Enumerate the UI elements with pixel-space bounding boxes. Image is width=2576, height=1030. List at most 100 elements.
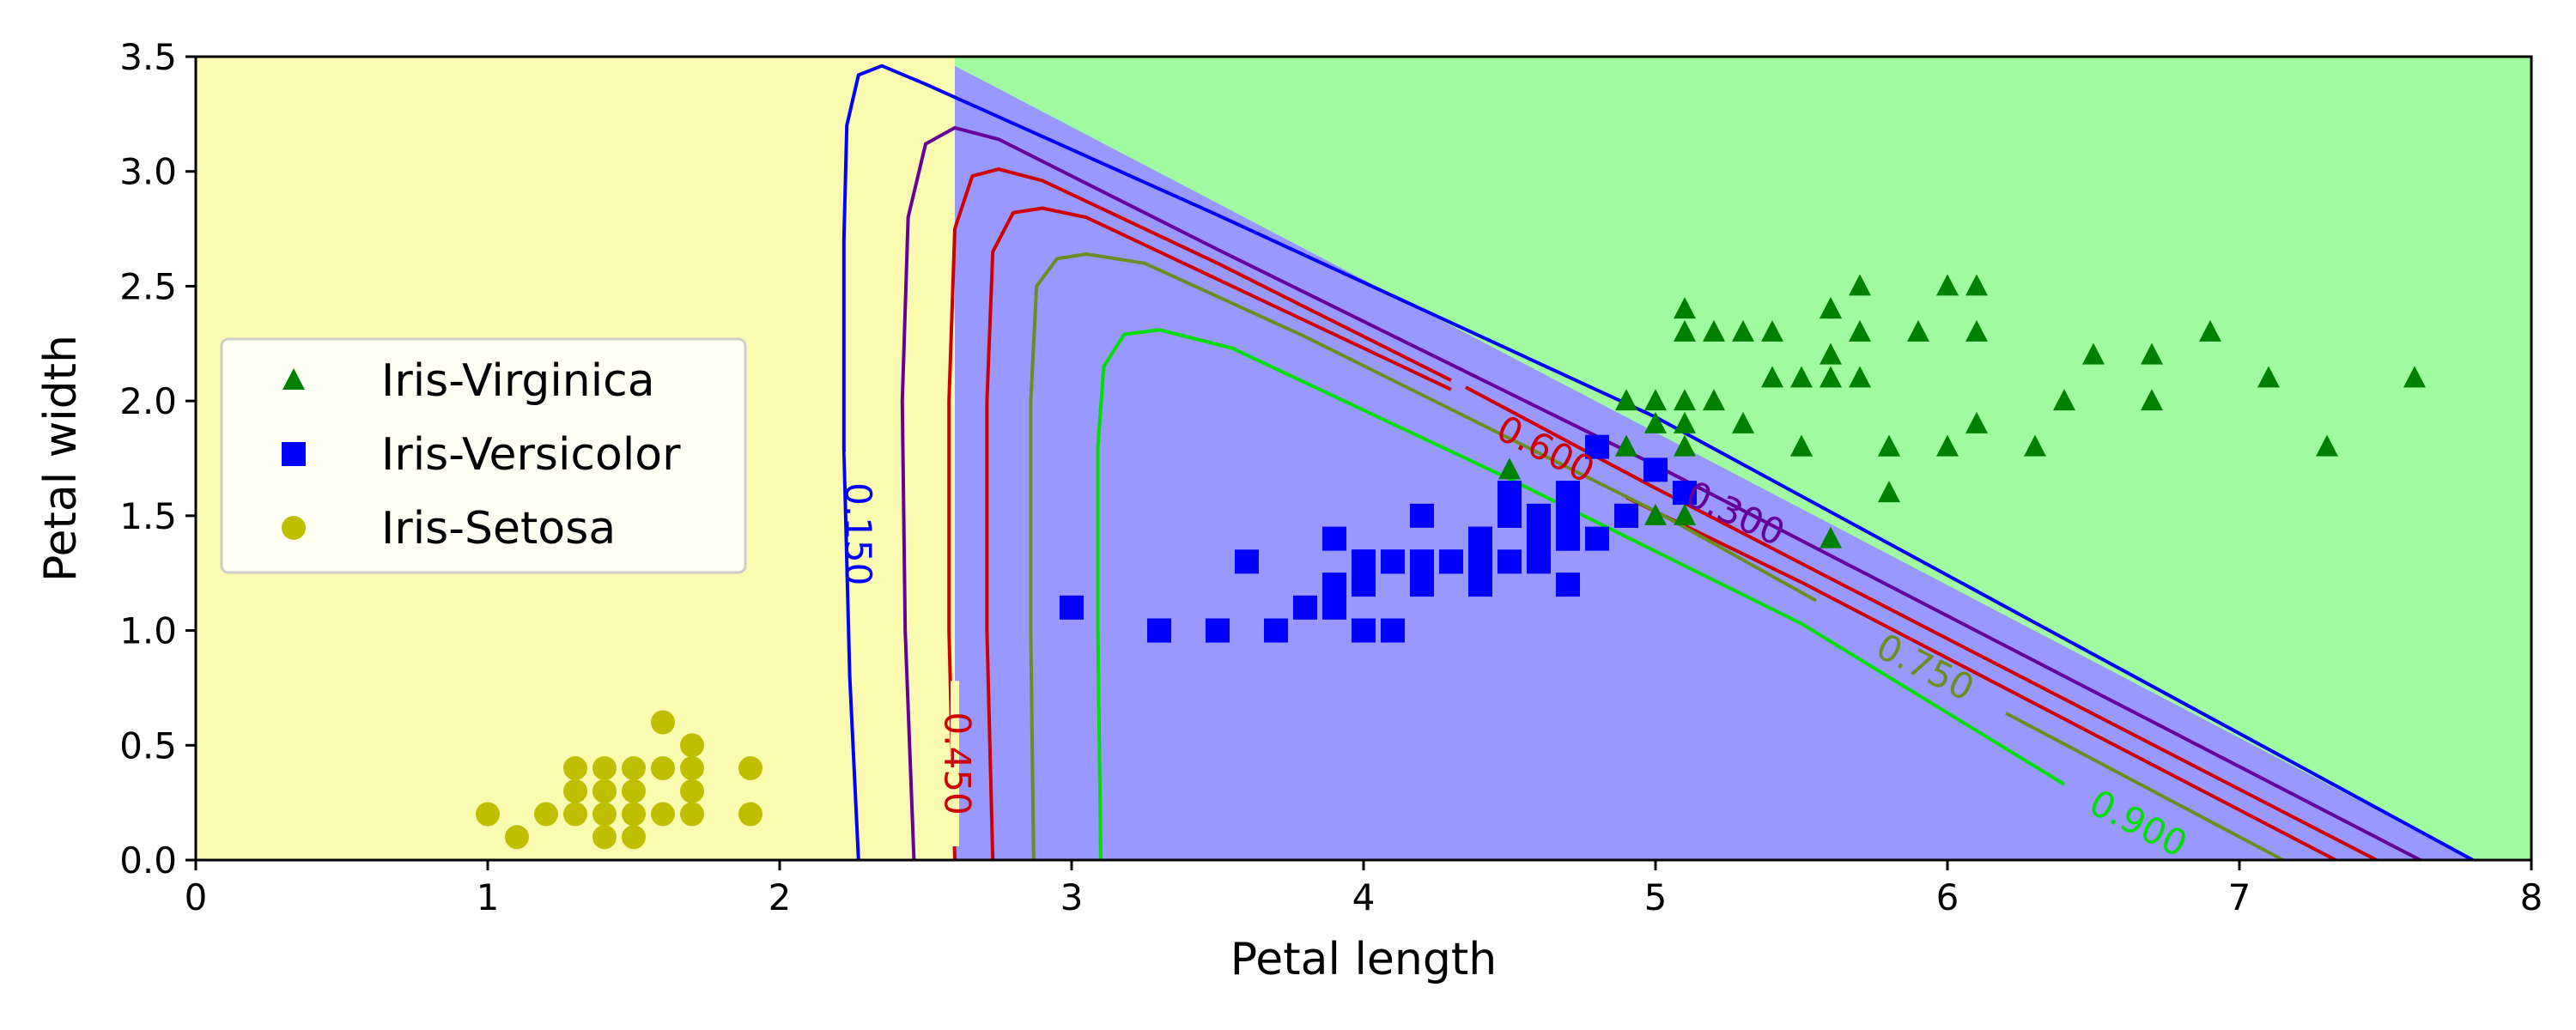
contour-line-6	[1029, 251, 1817, 860]
y-axis: 0.0 0.5 1.0 1.5 2.0 2.5 3.0 3.5	[119, 36, 196, 882]
point-iris-virginica	[1703, 389, 1725, 411]
point-iris-versicolor	[1206, 618, 1230, 643]
point-iris-virginica	[1820, 342, 1842, 365]
point-iris-virginica	[1674, 319, 1696, 342]
point-iris-versicolor	[1322, 573, 1346, 597]
point-iris-setosa	[680, 779, 704, 803]
contour-gap-8	[2062, 782, 2213, 860]
point-iris-setosa	[563, 802, 587, 827]
contour-line-4	[985, 206, 1452, 860]
point-iris-versicolor	[1410, 573, 1434, 597]
point-iris-virginica	[2024, 434, 2046, 457]
contour-gap-0	[845, 451, 860, 620]
point-iris-virginica	[1907, 319, 1929, 342]
point-iris-versicolor	[1060, 595, 1084, 620]
point-iris-versicolor	[1410, 503, 1434, 528]
x-tick-label: 8	[2520, 876, 2543, 918]
point-iris-setosa	[563, 779, 587, 803]
point-iris-virginica	[1674, 297, 1696, 319]
point-iris-virginica	[1732, 411, 1754, 433]
legend-marker-iris-versicolor	[282, 442, 306, 466]
point-iris-setosa	[680, 733, 704, 758]
contour-line-2	[947, 167, 1452, 860]
point-iris-versicolor	[1498, 549, 1522, 574]
x-axis-label: Petal length	[1230, 934, 1497, 985]
point-iris-virginica	[2316, 434, 2338, 457]
point-iris-setosa	[738, 756, 762, 781]
point-iris-setosa	[563, 756, 587, 781]
point-iris-setosa	[738, 802, 762, 827]
point-iris-virginica	[1644, 411, 1667, 433]
point-iris-virginica	[2199, 319, 2221, 342]
point-iris-virginica	[1965, 274, 1988, 296]
y-tick-label: 1.5	[119, 495, 177, 537]
point-iris-virginica	[1878, 434, 1900, 457]
point-iris-virginica	[1965, 319, 1988, 342]
x-axis: 0 1 2 3 4 5 6 7 8	[185, 860, 2543, 918]
point-iris-virginica	[2053, 389, 2075, 411]
contour-label-0.450: 0.450	[937, 712, 979, 815]
legend-label-iris-setosa: Iris-Setosa	[381, 503, 616, 554]
x-tick-label: 4	[1352, 876, 1376, 918]
point-iris-virginica	[1965, 411, 1988, 433]
point-iris-versicolor	[1235, 549, 1259, 574]
point-iris-virginica	[2257, 366, 2280, 388]
point-iris-versicolor	[1498, 481, 1522, 506]
point-iris-versicolor	[1556, 526, 1580, 551]
point-iris-setosa	[476, 802, 500, 827]
point-iris-setosa	[592, 825, 617, 850]
contour-gap-6	[1814, 620, 2008, 718]
y-tick-label: 2.0	[119, 380, 177, 422]
point-iris-virginica	[1790, 434, 1813, 457]
point-iris-virginica	[1732, 319, 1754, 342]
point-iris-virginica	[1761, 319, 1783, 342]
point-iris-versicolor	[1585, 526, 1609, 551]
legend: Iris-Virginica Iris-Versicolor Iris-Setosa	[220, 337, 747, 574]
probability-contours	[841, 64, 2474, 860]
point-iris-setosa	[622, 779, 646, 803]
point-iris-versicolor	[1147, 618, 1171, 643]
point-iris-versicolor	[1673, 481, 1697, 506]
point-iris-virginica	[2141, 389, 2163, 411]
y-tick-label: 2.5	[119, 265, 177, 307]
contour-line-1	[900, 125, 2421, 860]
point-iris-setosa	[534, 802, 558, 827]
point-iris-versicolor	[1643, 457, 1668, 482]
legend-label-iris-versicolor: Iris-Versicolor	[381, 429, 681, 481]
point-iris-versicolor	[1410, 549, 1434, 574]
point-iris-setosa	[680, 802, 704, 827]
point-iris-versicolor	[1468, 549, 1492, 574]
y-tick-label: 3.5	[119, 36, 177, 78]
point-iris-versicolor	[1322, 526, 1346, 551]
point-iris-versicolor	[1527, 549, 1551, 574]
legend-label-iris-virginica: Iris-Virginica	[381, 355, 655, 407]
point-iris-virginica	[1674, 434, 1696, 457]
legend-box	[220, 337, 747, 574]
point-iris-versicolor	[1498, 503, 1522, 528]
point-iris-versicolor	[1381, 549, 1405, 574]
point-iris-versicolor	[1352, 549, 1376, 574]
contour-label-0.150: 0.150	[837, 482, 879, 585]
point-iris-versicolor	[1468, 573, 1492, 597]
point-iris-virginica	[1820, 366, 1842, 388]
point-iris-virginica	[1644, 503, 1667, 525]
legend-marker-iris-virginica	[283, 368, 305, 390]
point-iris-versicolor	[1556, 481, 1580, 506]
point-iris-virginica	[1849, 274, 1871, 296]
point-iris-virginica	[1703, 319, 1725, 342]
point-iris-versicolor	[1614, 503, 1638, 528]
point-iris-versicolor	[1439, 549, 1463, 574]
contour-line-8	[1096, 328, 2066, 860]
point-iris-virginica	[2141, 342, 2163, 365]
y-tick-label: 0.0	[119, 839, 177, 882]
x-tick-label: 6	[1936, 876, 1959, 918]
point-iris-setosa	[651, 802, 675, 827]
point-iris-versicolor	[1585, 434, 1609, 459]
point-iris-versicolor	[1352, 573, 1376, 597]
contour-line-7	[2005, 712, 2284, 860]
point-iris-versicolor	[1527, 503, 1551, 528]
point-iris-virginica	[1936, 434, 1959, 457]
y-tick-label: 0.5	[119, 724, 177, 766]
point-iris-virginica	[1820, 297, 1842, 319]
